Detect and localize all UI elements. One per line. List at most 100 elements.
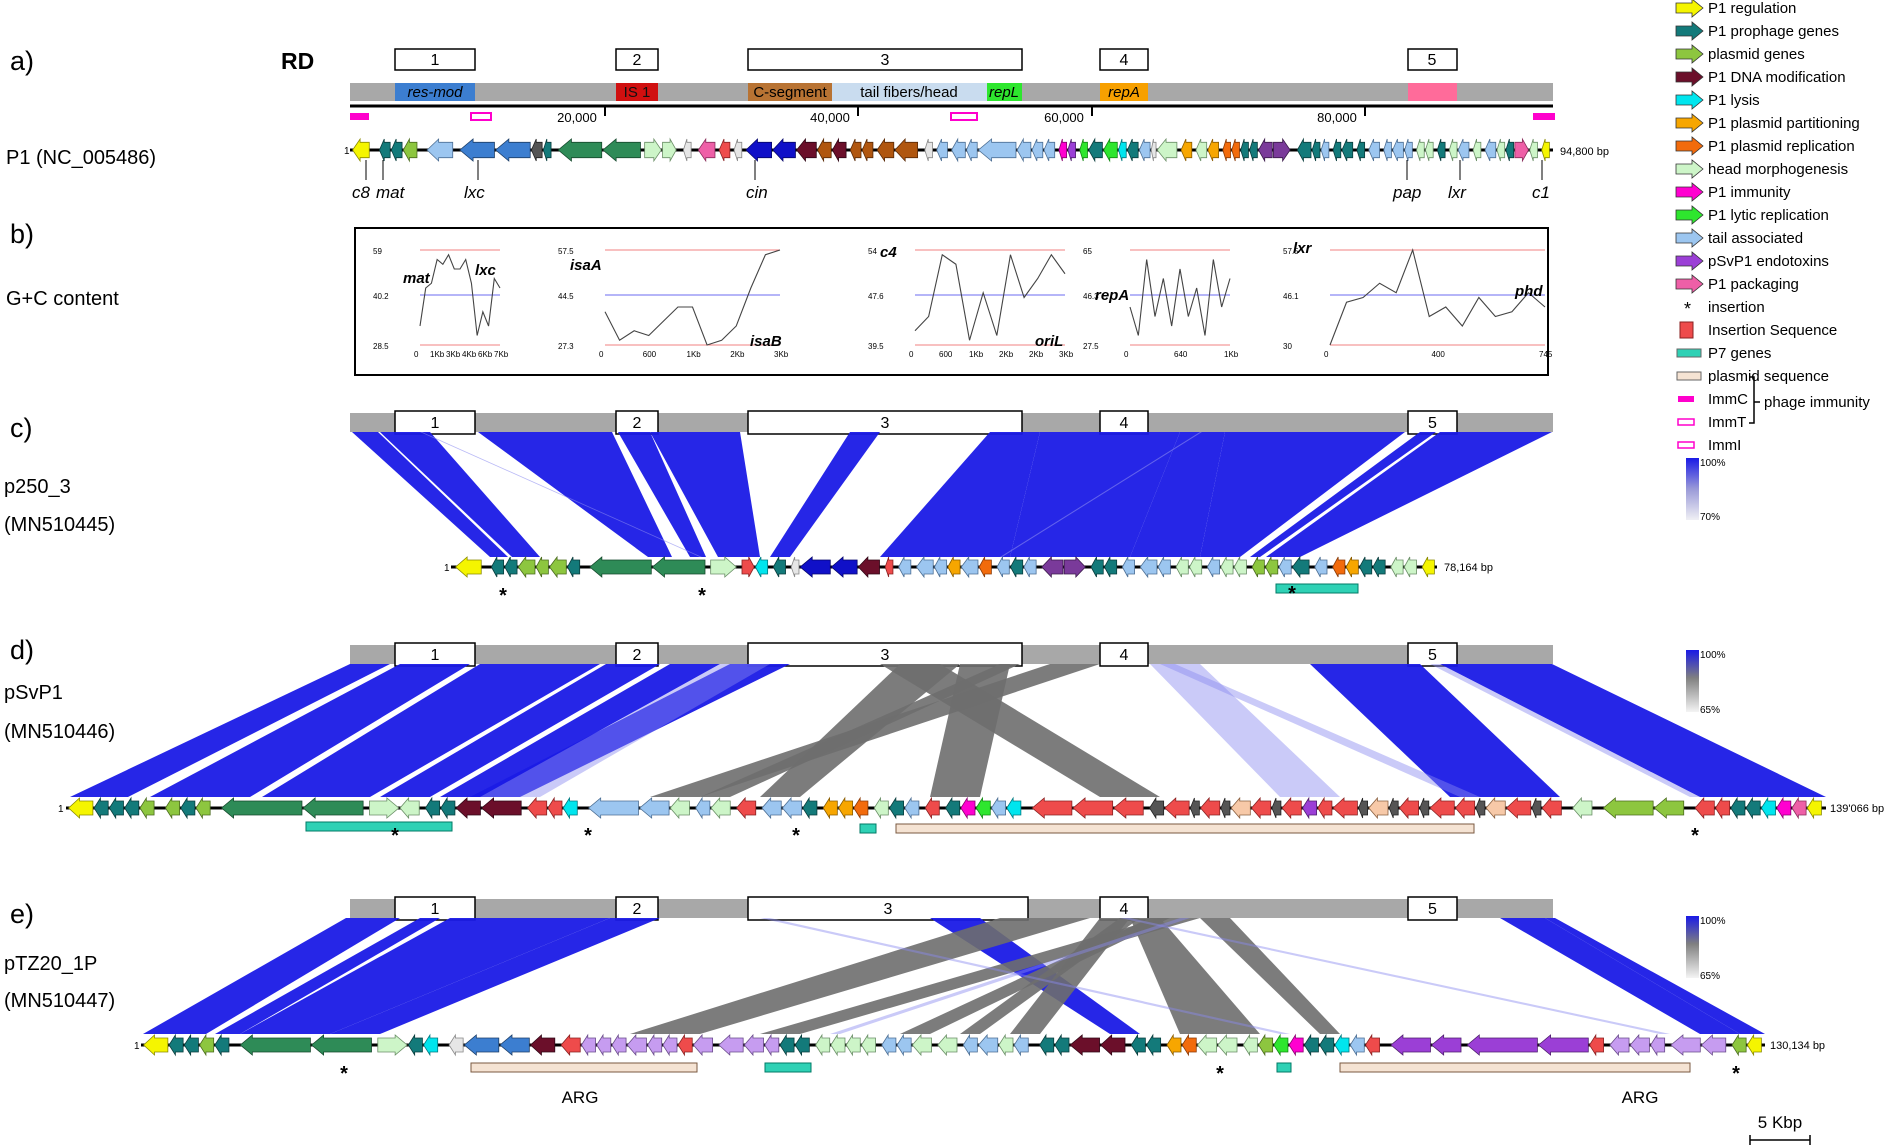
panel-c-name: p250_3 [4, 476, 71, 498]
p1-gene-35 [1067, 138, 1076, 162]
d-gene-22 [695, 796, 711, 820]
rd-box-number-row-2-1: 1 [431, 901, 440, 918]
rd-seg-repl [987, 83, 1022, 101]
e-gene-5 [239, 1034, 311, 1056]
e-gene-18 [626, 1033, 647, 1057]
d-gene-19 [588, 797, 639, 819]
c-link-9 [1200, 432, 1405, 557]
c-gene-13 [790, 556, 800, 578]
p1-gene-21 [831, 137, 847, 163]
rd-box-number-row-2-4: 4 [1120, 901, 1129, 918]
c-gene-28 [1063, 556, 1086, 578]
e-gene-11 [463, 1034, 500, 1056]
d-link-grey-4 [650, 664, 1100, 797]
p1-gene-27 [936, 138, 948, 162]
rd-seg-5 [1408, 83, 1457, 101]
d-gene-73 [1745, 796, 1761, 820]
d-gene-63 [1485, 796, 1506, 820]
gc-line-3 [914, 253, 1066, 341]
e-gene-6 [310, 1034, 372, 1056]
e-gene-9 [423, 1033, 439, 1057]
c-gene-25 [1010, 556, 1024, 578]
e-gene-55 [1319, 1033, 1335, 1057]
rd-seg-cseg [748, 83, 832, 101]
p1-gene-72 [1514, 137, 1529, 163]
d-gene-47 [1220, 797, 1231, 819]
e-gene-40 [1039, 1033, 1055, 1057]
p1-gene-55 [1320, 138, 1330, 162]
c-gene-31 [1121, 556, 1135, 578]
p1-gene-29 [966, 138, 978, 162]
panel-d-blast-links [70, 664, 1826, 797]
legend-label-16: plasmid sequence [1708, 368, 1829, 385]
e-link-3 [330, 918, 660, 1034]
e-link-grey-6 [1200, 918, 1340, 1034]
ruler-label-20k: 20,000 [557, 110, 597, 125]
gc-gene-a-4: repA [1095, 287, 1129, 304]
rd-seg-is1 [616, 83, 658, 101]
d-gene-13 [440, 796, 456, 820]
gc-y-top-5: 57.5 [1283, 247, 1299, 256]
c-gene-44 [1332, 556, 1346, 578]
gc-gene-b-2: isaB [750, 333, 782, 350]
e-gene-30 [845, 1033, 861, 1057]
gc-plot-2: 57.5 44.5 27.3 0 600 1Kb 2Kb 3Kb isaA isaB [558, 247, 789, 359]
gc-line-4 [1129, 259, 1231, 336]
c-gene-29 [1090, 556, 1104, 578]
d-start-number: 1 [58, 804, 64, 815]
p1-gene-57 [1341, 138, 1354, 162]
e-gene-69 [1731, 1033, 1747, 1057]
p1-gene-33 [1043, 138, 1056, 162]
d-gene-27 [802, 796, 818, 820]
rd-box-number-row-1-3: 3 [881, 647, 890, 664]
c-gene-42 [1291, 555, 1310, 579]
legend-item-16: plasmid sequence [1676, 368, 1829, 385]
p1-gene-2 [390, 138, 403, 162]
legend-swatch-10 [1675, 228, 1704, 248]
legend-swatch-14 [1679, 321, 1694, 339]
gc-y-bot-3: 39.5 [868, 342, 884, 351]
gc-y-mid-4: 46.3 [1083, 292, 1099, 301]
p1-gene-43 [1156, 137, 1178, 163]
p1-gene-14 [697, 137, 716, 163]
p1-gene-0 [352, 137, 370, 163]
d-gene-48 [1230, 796, 1251, 820]
gc-plot-4: 65 46.3 27.5 0 640 1Kb repA [1083, 247, 1239, 359]
legend-label-14: Insertion Sequence [1708, 322, 1837, 339]
d-gene-2 [108, 796, 124, 820]
e-gene-50 [1242, 1033, 1258, 1057]
p1-gene-16 [733, 138, 743, 162]
e-gene-14 [560, 1033, 581, 1057]
region-box-3 [747, 48, 1023, 71]
legend-label-4: P1 lysis [1708, 92, 1760, 109]
d-link-1 [150, 664, 470, 797]
gc-y-top-2: 57.5 [558, 247, 574, 256]
d-gene-66 [1541, 796, 1562, 820]
d-gene-30 [853, 796, 869, 820]
p1-gene-6 [495, 138, 531, 162]
c-link-faint-1 [1000, 432, 1202, 557]
e-gene-47 [1181, 1033, 1197, 1057]
rd-box-number-row-1-4: 4 [1120, 647, 1129, 664]
c-gene-15 [830, 556, 858, 578]
rd-seg-tail [832, 83, 987, 101]
d-scale-max: 100% [1700, 650, 1726, 661]
rd-seg-repl-label: repL [989, 84, 1019, 101]
p1-gene-1 [378, 138, 391, 162]
p1-gene-15 [718, 138, 731, 162]
c-gene-18 [898, 556, 912, 578]
d-link-6 [1310, 664, 1560, 797]
d-gene-57 [1388, 797, 1399, 819]
c-gene-23 [978, 556, 992, 578]
d-gene-76 [1791, 796, 1807, 820]
gc-y-bot-2: 27.3 [558, 342, 574, 351]
e-gene-17 [611, 1033, 627, 1057]
p1-gene-50 [1249, 138, 1258, 162]
d-gene-75 [1776, 796, 1792, 820]
gene-label-c8: c8 [352, 183, 371, 202]
e-link-6 [1545, 918, 1765, 1034]
region-box-1 [394, 48, 476, 71]
c-gene-11 [754, 556, 769, 578]
c-gene-5 [549, 555, 567, 579]
